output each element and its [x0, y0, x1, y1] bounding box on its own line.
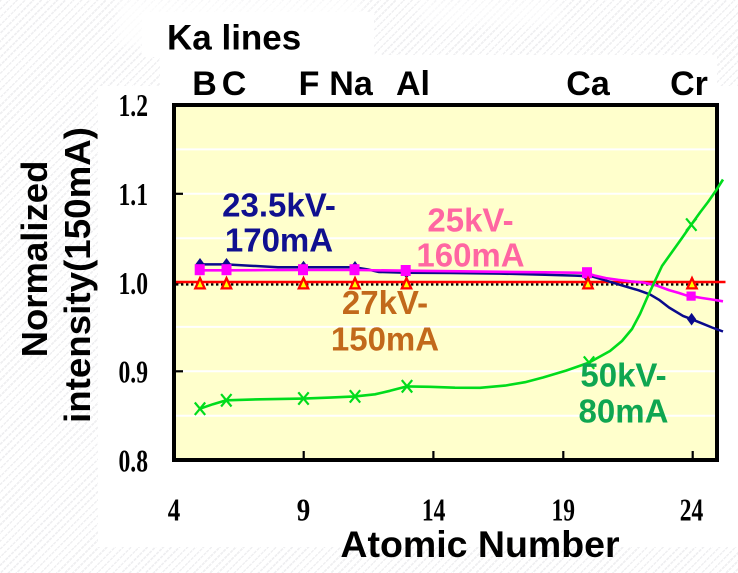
svg-text:50kV-: 50kV- [580, 356, 666, 393]
svg-text:Ka lines: Ka lines [167, 19, 301, 58]
svg-text:Normalized: Normalized [14, 161, 55, 358]
svg-text:170mA: 170mA [225, 222, 333, 259]
svg-text:14: 14 [422, 492, 446, 528]
svg-text:0.9: 0.9 [119, 354, 149, 390]
svg-text:intensity(150mA): intensity(150mA) [57, 127, 98, 423]
svg-text:1.2: 1.2 [119, 87, 149, 123]
svg-text:24: 24 [680, 492, 704, 528]
svg-text:25kV-: 25kV- [427, 202, 513, 239]
svg-text:150mA: 150mA [331, 321, 439, 358]
svg-text:23.5kV-: 23.5kV- [222, 187, 336, 224]
svg-text:1.0: 1.0 [119, 265, 149, 301]
svg-text:Al: Al [396, 65, 430, 103]
svg-text:C: C [222, 65, 247, 103]
svg-text:B: B [192, 65, 217, 103]
svg-text:1.1: 1.1 [119, 176, 149, 212]
svg-text:80mA: 80mA [579, 393, 669, 430]
svg-text:Cr: Cr [670, 65, 708, 103]
svg-text:4: 4 [168, 492, 181, 528]
svg-text:9: 9 [297, 492, 311, 528]
svg-text:Na: Na [329, 65, 374, 103]
svg-text:Atomic Number: Atomic Number [340, 523, 620, 565]
svg-text:160mA: 160mA [416, 237, 524, 274]
svg-text:27kV-: 27kV- [342, 284, 428, 321]
svg-text:F: F [299, 65, 320, 103]
svg-text:Ca: Ca [566, 65, 611, 103]
svg-text:0.8: 0.8 [119, 442, 149, 478]
svg-text:19: 19 [552, 492, 576, 528]
